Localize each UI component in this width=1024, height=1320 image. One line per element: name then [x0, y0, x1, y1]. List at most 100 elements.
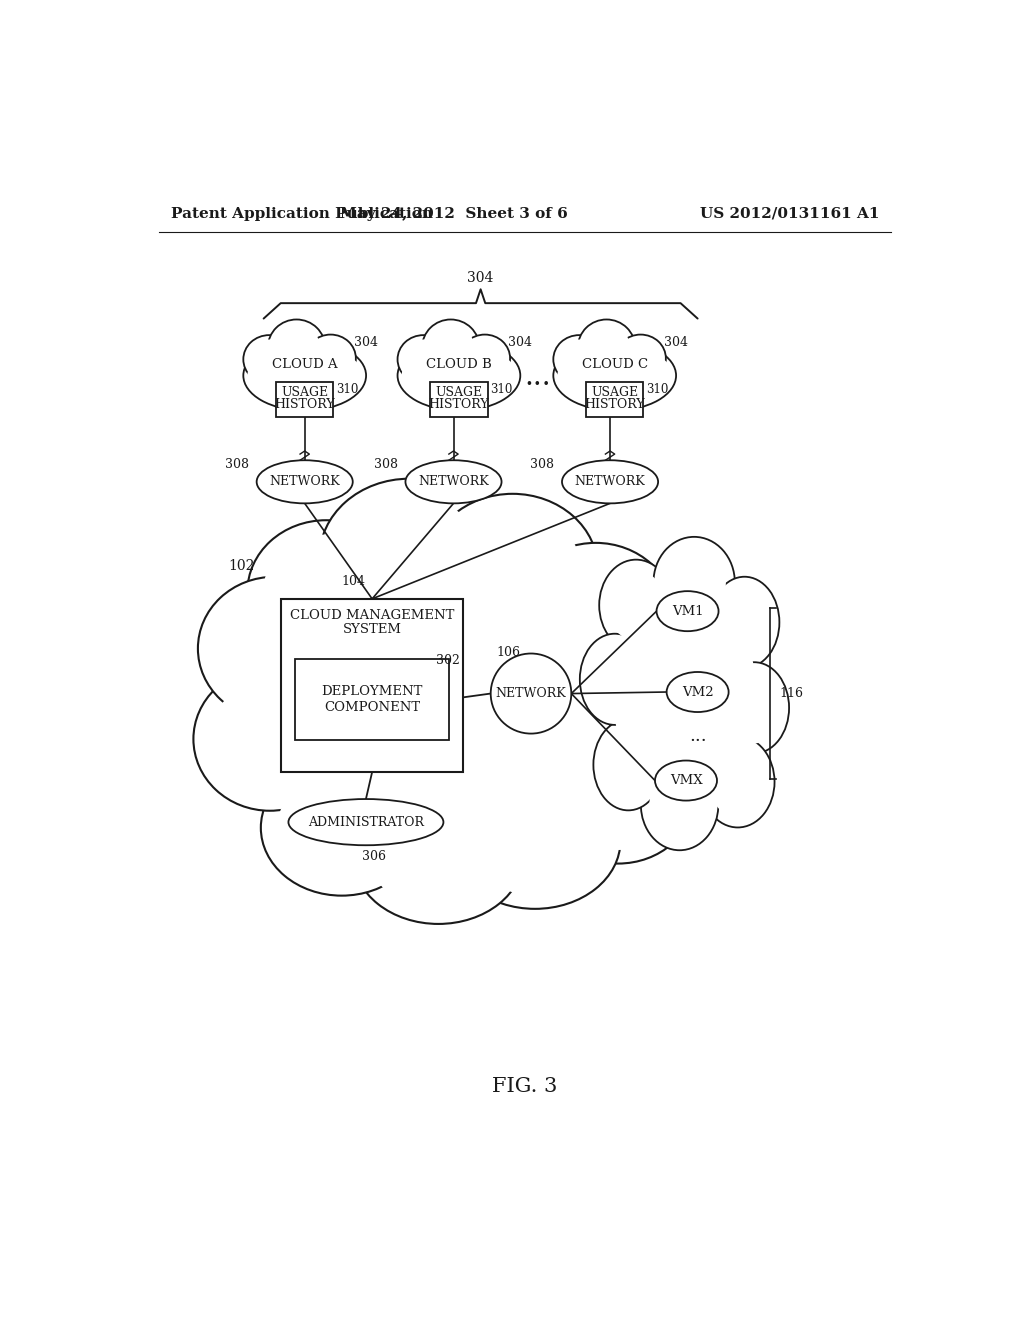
Ellipse shape	[588, 644, 642, 715]
Text: SYSTEM: SYSTEM	[343, 623, 401, 636]
Text: 304: 304	[354, 335, 378, 348]
Ellipse shape	[719, 663, 790, 754]
Text: 310: 310	[489, 383, 512, 396]
Text: 304: 304	[508, 335, 532, 348]
Text: USAGE: USAGE	[282, 385, 329, 399]
Ellipse shape	[319, 479, 499, 638]
Ellipse shape	[460, 334, 510, 381]
Ellipse shape	[248, 520, 404, 664]
Ellipse shape	[542, 727, 694, 863]
FancyBboxPatch shape	[282, 599, 463, 772]
Text: 306: 306	[361, 850, 386, 863]
Ellipse shape	[578, 319, 635, 376]
Ellipse shape	[244, 341, 367, 411]
FancyBboxPatch shape	[586, 381, 643, 417]
Ellipse shape	[558, 339, 600, 379]
Text: HISTORY: HISTORY	[274, 399, 335, 412]
Ellipse shape	[607, 570, 665, 640]
Ellipse shape	[248, 343, 362, 408]
Text: 302: 302	[436, 655, 460, 668]
Ellipse shape	[620, 339, 662, 378]
Ellipse shape	[717, 587, 772, 657]
Ellipse shape	[655, 760, 717, 800]
Text: FIG. 3: FIG. 3	[493, 1077, 557, 1096]
Ellipse shape	[653, 537, 735, 628]
Ellipse shape	[553, 341, 676, 411]
Text: ...: ...	[689, 727, 707, 744]
Ellipse shape	[444, 510, 581, 630]
Text: HISTORY: HISTORY	[429, 399, 489, 412]
Text: 104: 104	[342, 576, 366, 589]
Text: CLOUD C: CLOUD C	[582, 358, 648, 371]
Ellipse shape	[268, 319, 326, 376]
Text: 310: 310	[646, 383, 668, 396]
Ellipse shape	[557, 742, 679, 850]
Ellipse shape	[402, 339, 444, 379]
Text: VM2: VM2	[682, 685, 714, 698]
Ellipse shape	[406, 461, 502, 503]
FancyBboxPatch shape	[295, 659, 449, 739]
Ellipse shape	[310, 339, 351, 378]
Text: NETWORK: NETWORK	[418, 475, 488, 488]
Ellipse shape	[261, 760, 423, 896]
Ellipse shape	[710, 577, 779, 668]
Ellipse shape	[244, 335, 295, 384]
Ellipse shape	[709, 746, 766, 817]
Text: May 24, 2012  Sheet 3 of 6: May 24, 2012 Sheet 3 of 6	[340, 207, 567, 220]
Text: Patent Application Publication: Patent Application Publication	[171, 207, 432, 220]
Ellipse shape	[198, 577, 351, 721]
Ellipse shape	[553, 335, 605, 384]
Text: 106: 106	[496, 645, 520, 659]
Ellipse shape	[490, 653, 571, 734]
Ellipse shape	[273, 325, 321, 371]
FancyBboxPatch shape	[430, 381, 487, 417]
Ellipse shape	[649, 770, 710, 841]
Ellipse shape	[397, 335, 450, 384]
Ellipse shape	[305, 334, 356, 381]
Text: NETWORK: NETWORK	[574, 475, 645, 488]
Ellipse shape	[257, 461, 352, 503]
Text: 102: 102	[228, 558, 255, 573]
Ellipse shape	[667, 672, 729, 711]
Ellipse shape	[337, 495, 481, 622]
Ellipse shape	[289, 799, 443, 845]
Text: VMX: VMX	[670, 774, 702, 787]
Text: 308: 308	[530, 458, 554, 471]
Ellipse shape	[727, 672, 781, 743]
Ellipse shape	[641, 759, 719, 850]
Ellipse shape	[517, 543, 675, 686]
Ellipse shape	[583, 325, 630, 371]
Text: CLOUD MANAGEMENT: CLOUD MANAGEMENT	[290, 610, 455, 622]
Ellipse shape	[401, 343, 516, 408]
Ellipse shape	[450, 774, 621, 909]
Ellipse shape	[209, 681, 331, 796]
FancyBboxPatch shape	[276, 381, 334, 417]
Text: HISTORY: HISTORY	[585, 399, 645, 412]
Ellipse shape	[427, 494, 598, 644]
Ellipse shape	[259, 564, 641, 846]
Ellipse shape	[557, 624, 711, 767]
Text: 308: 308	[374, 458, 397, 471]
Ellipse shape	[599, 560, 673, 651]
Ellipse shape	[562, 461, 658, 503]
Ellipse shape	[663, 546, 726, 618]
Text: 304: 304	[664, 335, 688, 348]
Ellipse shape	[607, 576, 762, 810]
Ellipse shape	[272, 576, 627, 836]
Ellipse shape	[278, 774, 407, 882]
Text: 310: 310	[336, 383, 358, 396]
Ellipse shape	[397, 341, 520, 411]
Text: VM1: VM1	[672, 605, 703, 618]
Text: NETWORK: NETWORK	[496, 686, 566, 700]
Ellipse shape	[557, 343, 672, 408]
Text: US 2012/0131161 A1: US 2012/0131161 A1	[700, 207, 880, 220]
Text: CLOUD A: CLOUD A	[272, 358, 338, 371]
Ellipse shape	[593, 719, 664, 810]
Ellipse shape	[615, 334, 666, 381]
Text: ADMINISTRATOR: ADMINISTRATOR	[308, 816, 424, 829]
Text: 308: 308	[225, 458, 249, 471]
Text: 116: 116	[779, 686, 803, 700]
Text: DEPLOYMENT: DEPLOYMENT	[322, 685, 423, 698]
Text: USAGE: USAGE	[591, 385, 638, 399]
Ellipse shape	[427, 325, 474, 371]
